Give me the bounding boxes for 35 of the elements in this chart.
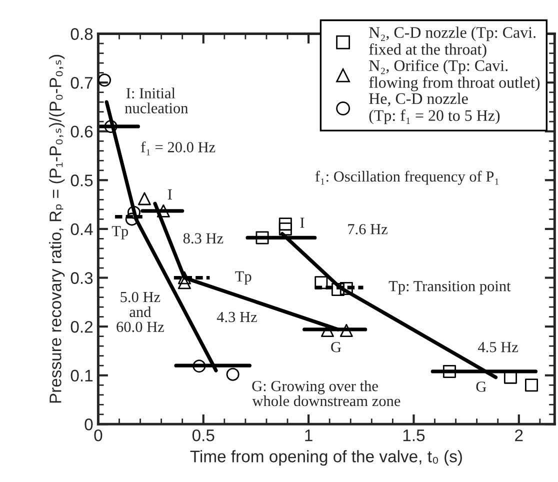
annotation: Tp: Transition point bbox=[388, 281, 511, 294]
annotation: 8.3 Hz bbox=[183, 233, 224, 244]
annotation: 7.6 Hz bbox=[348, 224, 388, 234]
annotation: Tp bbox=[112, 226, 128, 240]
x-tick-label: 0.5 bbox=[192, 429, 214, 442]
annotation: I: Initial nucleation bbox=[124, 88, 188, 114]
annotation: I bbox=[300, 218, 304, 228]
y-tick-label: 0.3 bbox=[70, 272, 93, 284]
annotation: f₁: Oscillation frequency of P₁ bbox=[315, 170, 498, 185]
y-tick-label: 0.8 bbox=[70, 28, 93, 40]
legend-label: He, C-D nozzle (Tp: f₁ = 20 to 5 Hz) bbox=[369, 92, 500, 124]
annotation: f₁ = 20.0 Hz bbox=[141, 141, 216, 156]
annotation: 5.0 Hz and 60.0 Hz bbox=[116, 292, 164, 332]
y-tick-label: 0 bbox=[84, 418, 93, 430]
annotation: Tp bbox=[235, 271, 252, 285]
y-axis-title: Pressure recovary ratio, Rₚ = (P₁-P₀,ₛ)/(P₀-P₀,ₛ) bbox=[49, 54, 65, 403]
x-tick-label: 1.5 bbox=[403, 430, 425, 442]
x-tick-label: 0 bbox=[94, 429, 102, 442]
y-tick-label: 0.2 bbox=[70, 320, 93, 333]
annotation: G: Growing over the whole downstream zone bbox=[252, 380, 400, 406]
legend-label: N₂, Orifice (Tp: Cavi. flowing from throat outlet) bbox=[369, 60, 540, 92]
legend-label: N₂, C-D nozzle (Tp: Cavi. fixed at the throat) bbox=[369, 26, 536, 58]
x-tick-label: 1 bbox=[305, 430, 312, 442]
annotation: I bbox=[168, 189, 172, 200]
annotation: 4.5 Hz bbox=[478, 342, 518, 352]
annotation: G bbox=[331, 342, 342, 352]
y-tick-label: 0.5 bbox=[70, 174, 93, 186]
annotation: 4.3 Hz bbox=[216, 312, 257, 322]
x-tick-label: 2 bbox=[515, 429, 523, 442]
y-tick-label: 0.7 bbox=[70, 76, 93, 89]
y-tick-label: 0.6 bbox=[70, 126, 93, 138]
y-tick-label: 0.1 bbox=[70, 370, 93, 382]
y-tick-label: 0.4 bbox=[70, 223, 93, 236]
x-axis-title: Time from opening of the valve, t₀ (s) bbox=[190, 450, 462, 466]
annotation: G bbox=[476, 382, 486, 392]
